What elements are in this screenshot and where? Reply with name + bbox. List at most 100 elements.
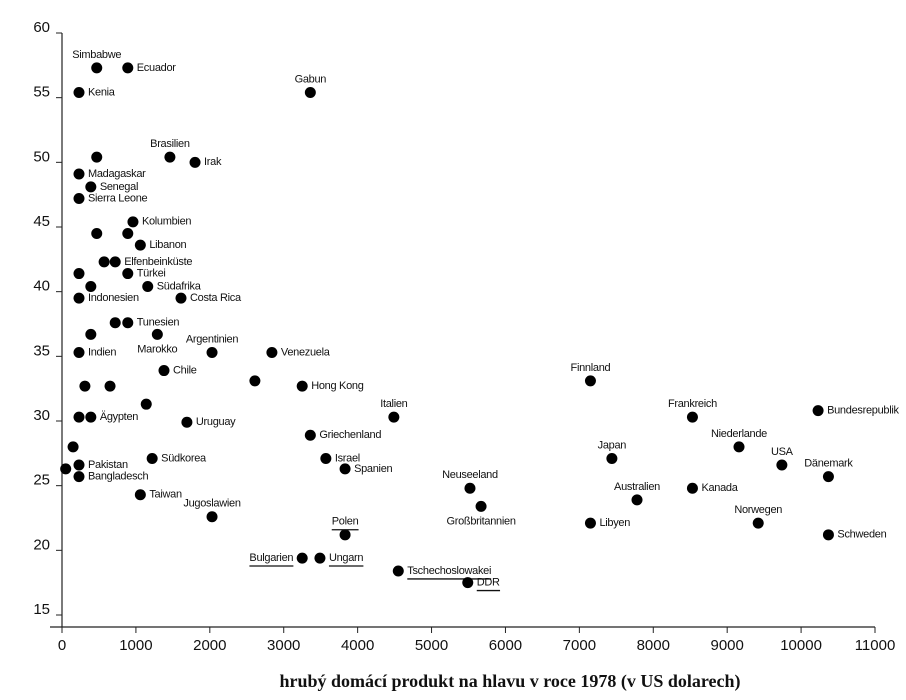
point	[752, 517, 764, 529]
point	[822, 529, 834, 541]
point-label: Elfenbeinküste	[124, 256, 192, 268]
x-tick-label: 6000	[489, 637, 522, 654]
y-tick-label: 60	[33, 19, 50, 36]
point-label: Senegal	[100, 181, 138, 193]
x-tick-label: 8000	[637, 637, 670, 654]
point	[134, 239, 146, 251]
point	[320, 453, 332, 465]
point	[296, 380, 308, 392]
point-label: Marokko	[137, 343, 177, 355]
point-label: Uruguay	[196, 416, 236, 428]
point	[462, 577, 474, 589]
point-label: Kolumbien	[142, 216, 191, 228]
point-label: Großbritannien	[446, 515, 515, 527]
point	[686, 411, 698, 423]
point	[91, 151, 103, 163]
point	[67, 441, 79, 453]
point	[73, 411, 85, 423]
point-label: Ungarn	[329, 552, 363, 564]
point	[776, 459, 788, 471]
point	[206, 511, 218, 523]
point-label: Bundesrepublik	[827, 405, 899, 417]
point-label: Hong Kong	[311, 380, 364, 392]
point-label: Ägypten	[100, 411, 138, 423]
point	[109, 256, 121, 268]
point	[146, 453, 158, 465]
point	[73, 193, 85, 205]
point	[189, 156, 201, 168]
point	[122, 227, 134, 239]
point-label: Norwegen	[734, 504, 782, 516]
point-label: Libanon	[149, 239, 186, 251]
point-label: Bulgarien	[249, 552, 293, 564]
point	[822, 471, 834, 483]
point	[158, 365, 170, 377]
point-label: USA	[771, 446, 794, 458]
point-label: Frankreich	[668, 398, 717, 410]
point	[60, 463, 72, 475]
y-tick-label: 25	[33, 472, 50, 489]
point-label: Indien	[88, 346, 116, 358]
point-label: Jugoslawien	[183, 498, 240, 510]
point	[79, 380, 91, 392]
point	[733, 441, 745, 453]
point-label: Griechenland	[319, 429, 381, 441]
point	[122, 268, 134, 280]
point-label: Bangladesch	[88, 471, 148, 483]
point-label: Simbabwe	[72, 49, 121, 61]
point-label: Australien	[614, 481, 660, 493]
x-tick-label: 7000	[563, 637, 596, 654]
x-tick-label: 5000	[415, 637, 448, 654]
point	[73, 268, 85, 280]
point	[98, 256, 110, 268]
point	[73, 292, 85, 304]
x-tick-label: 4000	[341, 637, 374, 654]
point	[91, 227, 103, 239]
point	[475, 500, 487, 512]
x-tick-label: 0	[58, 637, 66, 654]
point	[151, 328, 163, 340]
point-label: Costa Rica	[190, 292, 242, 304]
x-tick-label: 9000	[710, 637, 743, 654]
point-label: Tschechoslowakei	[407, 565, 491, 577]
point	[104, 380, 116, 392]
point	[181, 416, 193, 428]
point	[339, 463, 351, 475]
point-label: Neuseeland	[442, 469, 498, 481]
point	[85, 280, 97, 292]
y-tick-label: 50	[33, 148, 50, 165]
point	[142, 280, 154, 292]
point-label: Finnland	[571, 362, 611, 374]
point	[85, 328, 97, 340]
point-label: Gabun	[295, 73, 327, 85]
point	[109, 317, 121, 329]
point-label: Indonesien	[88, 292, 139, 304]
point-label: Taiwan	[149, 489, 182, 501]
point	[73, 168, 85, 180]
point	[314, 552, 326, 564]
point-label: Italien	[380, 398, 407, 410]
point	[606, 453, 618, 465]
point	[392, 565, 404, 577]
point	[584, 517, 596, 529]
point-label: Madagaskar	[88, 168, 146, 180]
y-tick-label: 40	[33, 278, 50, 295]
point	[339, 529, 351, 541]
point	[140, 398, 152, 410]
point	[304, 86, 316, 98]
point-label: Libyen	[599, 517, 630, 529]
point	[122, 317, 134, 329]
point-label: Irak	[204, 156, 222, 168]
x-tick-label: 1000	[119, 637, 152, 654]
y-tick-label: 35	[33, 342, 50, 359]
point	[73, 86, 85, 98]
point-label: Spanien	[354, 463, 392, 475]
point-label: Tunesien	[137, 317, 180, 329]
x-tick-label: 10000	[780, 637, 822, 654]
point	[73, 459, 85, 471]
point	[812, 405, 824, 417]
point-label: Israel	[335, 452, 360, 464]
point-label: Schweden	[837, 529, 886, 541]
point	[464, 482, 476, 494]
